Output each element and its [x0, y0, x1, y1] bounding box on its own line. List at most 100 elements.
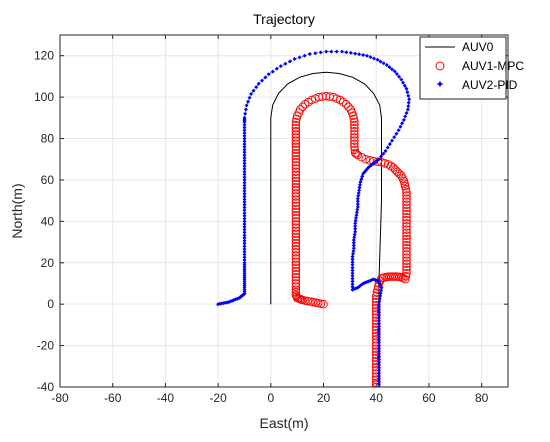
data-point-auv2-pid — [350, 254, 355, 259]
data-point-auv2-pid — [375, 158, 380, 163]
data-point-auv2-pid — [242, 125, 247, 130]
data-point-auv1-mpc — [383, 160, 393, 169]
data-point-auv1-mpc — [298, 102, 307, 112]
data-point-auv2-pid — [292, 57, 297, 61]
data-point-auv2-pid — [242, 252, 247, 257]
y-tick-label: 40 — [41, 214, 55, 228]
data-point-auv2-pid — [348, 50, 353, 55]
data-point-auv2-pid — [274, 66, 279, 71]
data-point-auv1-mpc — [402, 250, 411, 259]
data-point-auv1-mpc — [350, 148, 360, 158]
data-point-auv1-mpc — [306, 297, 315, 306]
data-point-auv2-pid — [376, 335, 381, 340]
data-point-auv1-mpc — [402, 265, 411, 275]
data-point-auv1-mpc — [291, 288, 301, 297]
data-point-auv1-mpc — [291, 279, 301, 288]
data-point-auv2-pid — [353, 224, 358, 229]
data-point-auv2-pid — [376, 346, 381, 351]
data-point-auv2-pid — [407, 97, 412, 102]
data-point-auv2-pid — [242, 166, 247, 171]
data-point-auv1-mpc — [402, 234, 411, 244]
data-point-auv1-mpc — [291, 145, 301, 155]
chart-title: Trajectory — [253, 11, 315, 27]
data-point-auv2-pid — [242, 115, 247, 120]
data-point-auv1-mpc — [291, 182, 301, 192]
data-point-auv1-mpc — [371, 304, 381, 313]
data-point-auv1-mpc — [307, 95, 316, 105]
data-point-auv2-pid — [242, 224, 247, 229]
data-point-auv1-mpc — [291, 226, 301, 235]
x-tick-label: 40 — [370, 391, 384, 405]
data-point-auv1-mpc — [291, 220, 301, 229]
data-point-auv1-mpc — [338, 97, 348, 107]
data-point-auv2-pid — [242, 158, 247, 163]
data-point-auv2-pid — [242, 275, 247, 280]
data-point-auv1-mpc — [291, 257, 301, 266]
data-point-auv2-pid — [355, 207, 360, 212]
data-point-auv2-pid — [242, 281, 247, 286]
data-point-auv1-mpc — [377, 158, 386, 167]
data-point-auv2-pid — [381, 151, 386, 156]
data-point-auv2-pid — [376, 304, 381, 309]
data-point-auv2-pid — [378, 291, 383, 296]
data-point-auv2-pid — [376, 318, 381, 323]
data-point-auv2-pid — [368, 55, 373, 60]
data-point-auv1-mpc — [291, 241, 301, 251]
data-point-auv2-pid — [242, 189, 247, 193]
data-point-auv2-pid — [278, 64, 283, 69]
data-point-auv2-pid — [260, 78, 264, 83]
data-point-auv2-pid — [270, 69, 275, 74]
data-point-auv2-pid — [242, 208, 247, 213]
data-point-auv2-pid — [376, 379, 381, 384]
data-point-auv1-mpc — [291, 223, 301, 232]
y-tick-label: 120 — [34, 49, 54, 63]
data-point-auv1-mpc — [402, 212, 411, 222]
data-point-auv2-pid — [242, 238, 247, 243]
data-point-auv2-pid — [378, 59, 383, 64]
data-point-auv1-mpc — [352, 149, 361, 159]
data-point-auv1-mpc — [401, 271, 411, 281]
data-point-auv2-pid — [242, 230, 247, 235]
data-point-auv2-pid — [350, 273, 355, 278]
data-point-auv2-pid — [379, 285, 384, 290]
data-point-auv1-mpc — [291, 229, 301, 239]
data-point-auv1-mpc — [291, 130, 301, 139]
y-tick-label: -20 — [37, 339, 55, 353]
data-point-auv1-mpc — [349, 111, 358, 121]
data-point-auv2-pid — [401, 80, 405, 85]
data-point-auv2-pid — [376, 310, 381, 315]
data-point-auv1-mpc — [291, 260, 301, 270]
data-point-auv1-mpc — [291, 179, 301, 189]
data-point-auv1-mpc — [291, 133, 301, 142]
data-point-auv1-mpc — [291, 195, 301, 204]
data-point-auv2-pid — [242, 200, 247, 204]
data-point-auv2-pid — [242, 264, 247, 269]
data-point-auv1-mpc — [371, 353, 381, 363]
x-axis-label: East(m) — [260, 415, 309, 431]
data-point-auv2-pid — [340, 49, 344, 54]
data-point-auv1-mpc — [402, 244, 411, 253]
data-point-auv2-pid — [376, 351, 381, 356]
data-point-auv1-mpc — [291, 148, 301, 158]
data-point-auv2-pid — [401, 117, 406, 122]
x-tick-label: -40 — [157, 391, 175, 405]
data-point-auv2-pid — [376, 365, 381, 370]
data-point-auv1-mpc — [402, 240, 411, 250]
data-point-auv2-pid — [242, 172, 247, 177]
data-point-auv2-pid — [376, 357, 381, 362]
data-point-auv2-pid — [254, 85, 259, 90]
data-point-auv2-pid — [379, 288, 384, 293]
data-point-auv1-mpc — [296, 105, 305, 114]
data-point-auv1-mpc — [291, 164, 301, 173]
data-point-auv1-mpc — [291, 210, 301, 220]
plot-area-border — [59, 34, 509, 388]
data-point-auv1-mpc — [402, 191, 411, 200]
data-point-auv1-mpc — [291, 154, 301, 164]
data-point-auv2-pid — [350, 265, 355, 270]
data-point-auv2-pid — [242, 216, 247, 221]
data-point-auv1-mpc — [291, 217, 301, 226]
data-point-auv2-pid — [376, 349, 381, 354]
y-tick-label: 60 — [41, 173, 55, 187]
data-point-auv2-pid — [242, 128, 247, 133]
data-point-auv2-pid — [242, 289, 247, 294]
